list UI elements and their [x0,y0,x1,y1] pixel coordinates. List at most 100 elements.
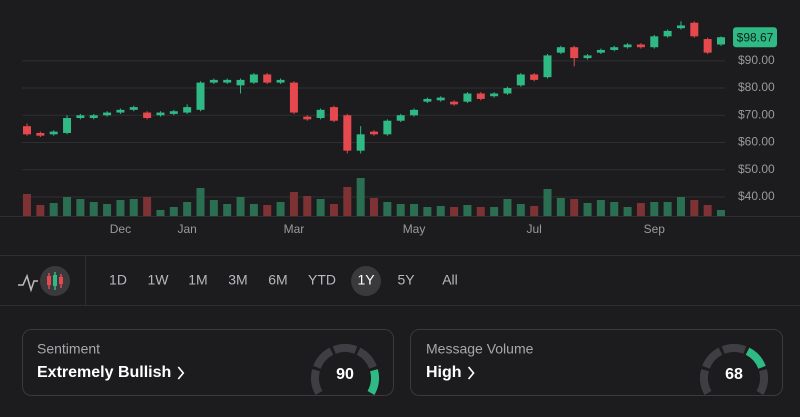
y-tick-label: $80.00 [738,80,775,94]
gauge-segment [311,369,323,395]
timeframe-button[interactable]: YTD [308,272,336,288]
candle-body [129,107,138,110]
volume-bar [129,199,138,216]
volume-bar [717,210,725,216]
volume-bar [410,204,419,216]
line-chart-icon[interactable] [18,273,38,293]
candle-body [249,74,258,83]
volume-bar [329,204,338,216]
candle-body [89,115,98,118]
candle-body [717,37,725,45]
volume-bar [63,197,72,216]
gauge-segment [756,369,768,395]
x-tick-label: Jan [177,222,196,236]
timeframe-button[interactable]: 5Y [397,272,415,288]
candle-body [289,82,298,113]
volume-bar [570,199,579,216]
candle-body [370,131,378,135]
volume-bar [663,202,672,216]
volume-bar [516,204,525,216]
volume-bar [423,207,432,216]
candle-body [636,44,645,48]
candle-body [503,88,512,94]
timeframe-button[interactable]: 1W [148,272,170,288]
x-tick-label: Sep [644,222,666,236]
gauge-segment [700,369,712,395]
candle-body [36,132,45,136]
candle-body [156,112,165,116]
gauge-segment [367,369,379,395]
timeframe-button[interactable]: 1D [109,272,127,288]
candle-body [676,25,685,29]
candle-body [263,74,272,83]
candle-body [343,115,352,151]
candle-body [516,74,525,86]
timeframe-button[interactable]: 1M [188,272,207,288]
volume-bar [583,203,592,216]
gauge-segment [356,347,377,369]
volume-bar [703,205,712,216]
candle-body [650,36,659,48]
candle-body [436,97,445,101]
volume-bar [169,207,178,216]
candle-body [236,79,245,86]
timeframe-button[interactable]: 6M [268,272,287,288]
volume-bar [503,199,512,216]
candle-body [450,101,459,105]
volume-bar [396,204,405,216]
card-title: Message Volume [426,341,534,357]
volume-bar [76,199,85,216]
volume-bar [476,207,485,216]
candle-body [143,112,152,118]
gauge-segment [745,347,766,369]
volume-bar [383,202,392,216]
candle-body [303,116,312,120]
card-value: High [426,364,462,381]
candle-body [596,49,605,53]
x-tick-label: May [403,222,426,236]
candle-body [276,79,285,83]
volume-bar [690,200,699,216]
volume-card[interactable] [410,329,783,396]
candle-body [610,47,619,50]
y-tick-label: $90.00 [738,53,775,67]
candle-body [543,55,552,78]
candle-icon [47,272,63,290]
y-tick-label: $70.00 [738,107,775,121]
candle-body [663,30,672,37]
candle-body [476,93,485,99]
volume-bar [450,207,459,216]
candle-body [570,47,579,59]
volume-bar [650,202,659,216]
volume-bar [36,205,45,216]
gauge-segment [721,344,747,354]
timeframe-button[interactable]: 3M [228,272,247,288]
gauge-score: 68 [725,366,743,383]
candle-body [530,74,539,80]
candle-body [556,47,565,53]
last-price-badge [733,27,777,48]
candle-body [329,107,338,121]
candle-body [76,115,85,118]
sentiment-card[interactable] [22,329,394,396]
volume-bar [143,197,152,216]
volume-bar [249,204,258,216]
chevron [467,366,475,380]
volume-bar [49,203,58,216]
timeframe-button[interactable]: 1Y [357,272,375,288]
y-tick-label: $50.00 [738,162,775,176]
candle-body [703,39,712,53]
volume-bar [356,178,365,216]
candle-body [423,98,432,102]
y-tick-label: $60.00 [738,135,775,149]
volume-bar [116,200,125,216]
gauge-score: 90 [336,366,354,383]
card-title: Sentiment [37,341,100,357]
x-tick-label: Mar [284,222,305,236]
candle-body [316,109,325,118]
volume-bar [370,198,378,216]
timeframe-button[interactable]: All [442,272,458,288]
candle-body [63,118,72,133]
